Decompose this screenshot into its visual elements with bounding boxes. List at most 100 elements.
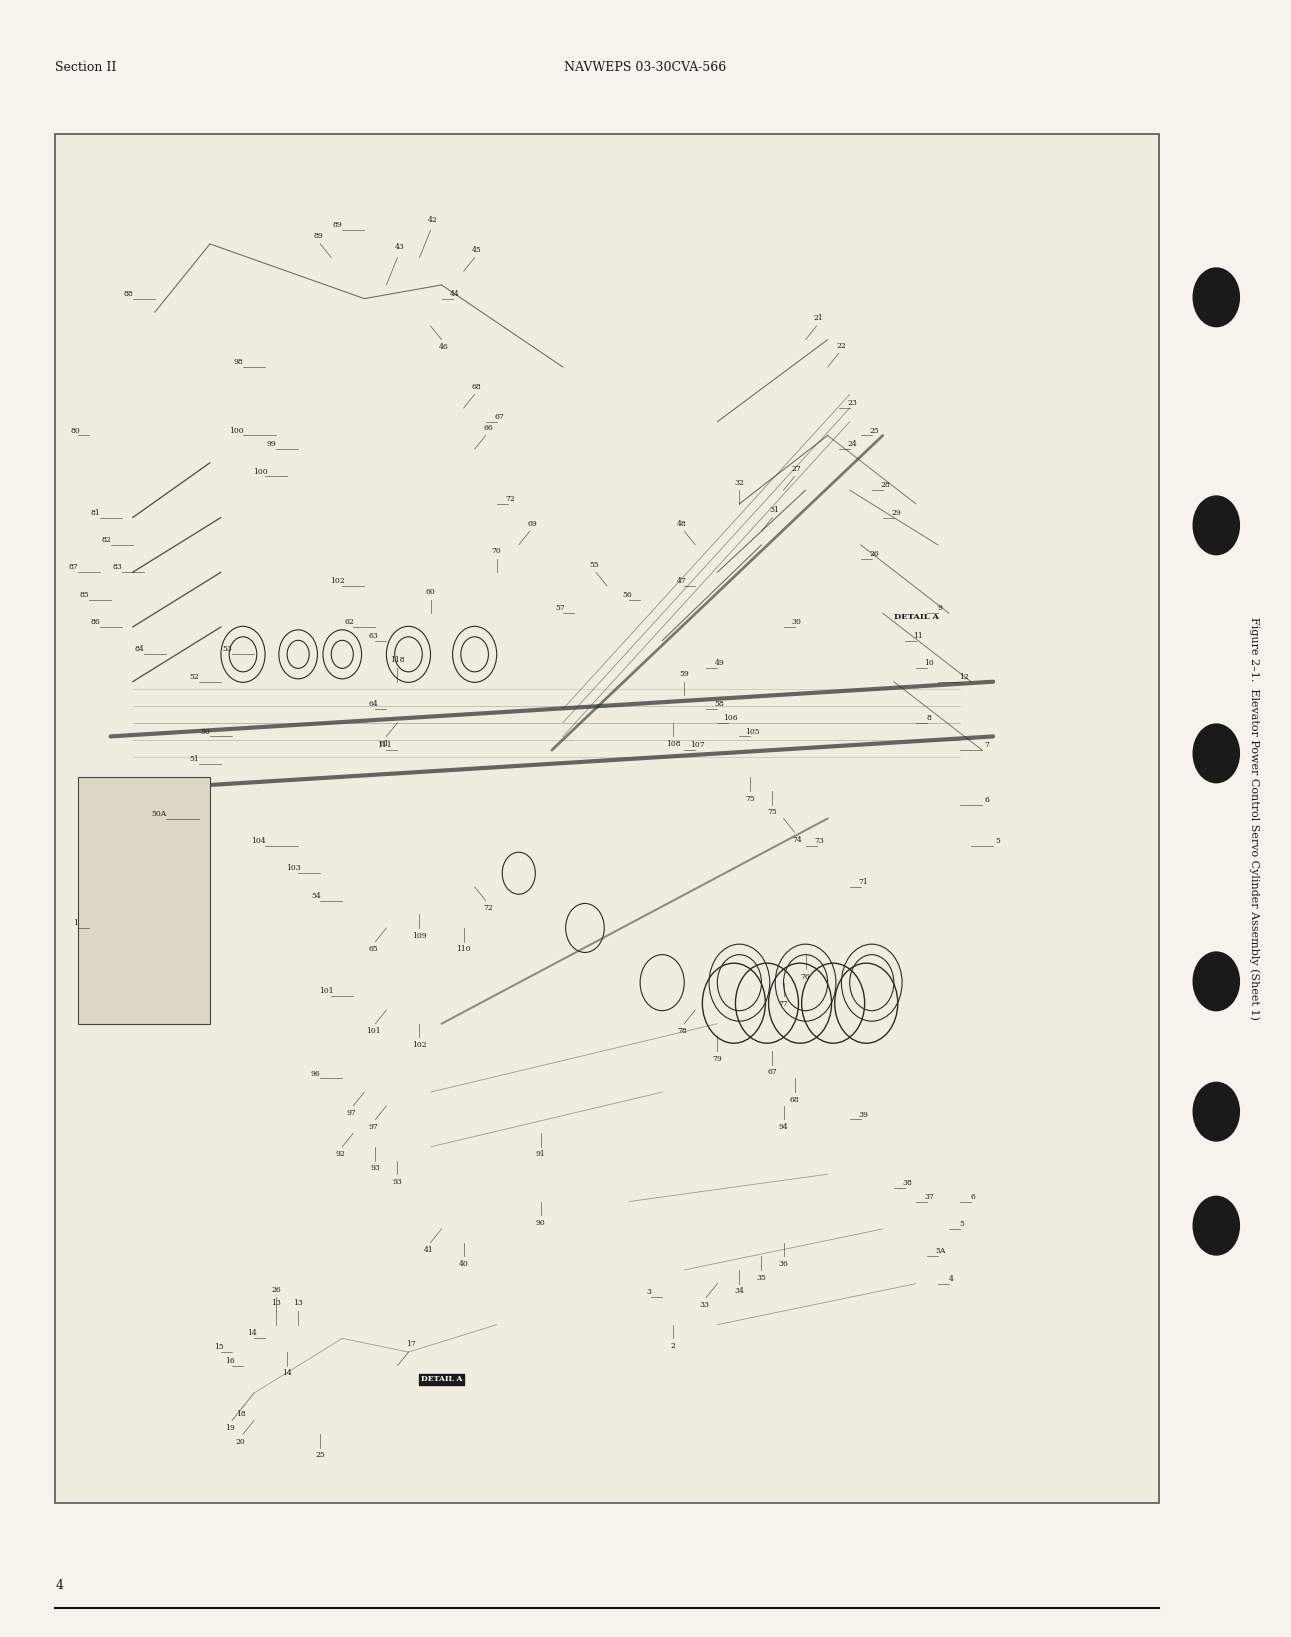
Text: 5: 5 [995, 837, 1001, 845]
Text: 46: 46 [439, 344, 449, 352]
Text: 23: 23 [847, 399, 857, 408]
Text: 35: 35 [757, 1274, 767, 1282]
Text: 48: 48 [678, 519, 687, 527]
Text: 14: 14 [247, 1329, 257, 1337]
Text: 15: 15 [214, 1344, 223, 1351]
Text: 101: 101 [319, 987, 334, 995]
Text: 82: 82 [101, 535, 111, 543]
Text: 66: 66 [483, 424, 493, 432]
Text: 110: 110 [456, 945, 471, 953]
Text: 67: 67 [768, 1069, 777, 1077]
Text: 14: 14 [283, 1370, 292, 1377]
Circle shape [1193, 1082, 1239, 1141]
Text: 36: 36 [778, 1260, 789, 1269]
Text: 69: 69 [527, 519, 537, 527]
Text: 81: 81 [90, 509, 101, 517]
Text: 75: 75 [768, 809, 777, 817]
Text: 65: 65 [368, 945, 378, 953]
Text: 109: 109 [412, 931, 427, 940]
Text: 27: 27 [791, 465, 802, 473]
Text: 60: 60 [426, 588, 435, 596]
Text: 49: 49 [715, 660, 724, 668]
Text: 106: 106 [723, 714, 738, 722]
Text: 12: 12 [959, 673, 970, 681]
Text: 52: 52 [190, 673, 199, 681]
Text: 101: 101 [365, 1028, 381, 1035]
Text: 104: 104 [252, 837, 266, 845]
Text: 53: 53 [222, 645, 232, 653]
Text: 51: 51 [190, 755, 199, 763]
Text: 91: 91 [536, 1151, 546, 1159]
Text: 24: 24 [847, 440, 857, 449]
Text: 28: 28 [880, 481, 889, 489]
Text: 67: 67 [494, 413, 503, 421]
Text: 100: 100 [229, 427, 244, 434]
Text: 107: 107 [691, 742, 705, 750]
Text: 59: 59 [679, 670, 689, 678]
Text: 17: 17 [405, 1341, 416, 1349]
Text: 73: 73 [813, 837, 824, 845]
Text: 39: 39 [859, 1110, 868, 1118]
Text: 99: 99 [267, 440, 276, 449]
Text: NAVWEPS 03-30CVA-566: NAVWEPS 03-30CVA-566 [564, 61, 727, 74]
Text: 80: 80 [71, 427, 80, 434]
Text: 25: 25 [869, 427, 879, 434]
FancyBboxPatch shape [56, 134, 1158, 1503]
Text: 47: 47 [678, 576, 687, 584]
Text: 25: 25 [315, 1452, 325, 1460]
Text: 45: 45 [473, 246, 482, 254]
Text: 42: 42 [427, 216, 438, 224]
Text: 20: 20 [236, 1437, 245, 1445]
Text: 6: 6 [984, 796, 989, 804]
Text: 97: 97 [346, 1110, 356, 1118]
Text: 6: 6 [971, 1193, 976, 1200]
Text: 9: 9 [937, 604, 942, 612]
Text: DETAIL A: DETAIL A [421, 1375, 462, 1383]
Text: 57: 57 [556, 604, 565, 612]
Text: 76: 76 [800, 972, 811, 981]
Text: 96: 96 [311, 1069, 320, 1077]
Text: 97: 97 [368, 1123, 378, 1131]
Text: 55: 55 [589, 560, 599, 568]
Text: 87: 87 [68, 563, 77, 571]
Text: 26: 26 [271, 1285, 281, 1293]
Text: 3: 3 [647, 1288, 652, 1297]
Text: 26: 26 [869, 550, 879, 558]
Text: 84: 84 [134, 645, 145, 653]
Text: 98: 98 [234, 359, 244, 367]
Text: 62: 62 [343, 619, 354, 625]
Text: 44: 44 [451, 290, 460, 298]
Circle shape [1193, 496, 1239, 555]
Text: 71: 71 [859, 877, 868, 886]
Text: 75: 75 [745, 794, 755, 802]
Text: 58: 58 [715, 701, 724, 709]
Text: 78: 78 [678, 1028, 687, 1035]
Text: 1: 1 [72, 918, 77, 927]
Text: 79: 79 [713, 1054, 722, 1062]
Text: 11: 11 [913, 632, 923, 640]
Text: DETAIL A: DETAIL A [893, 614, 939, 622]
Text: 7: 7 [984, 742, 989, 750]
Text: 41: 41 [423, 1246, 434, 1254]
Text: 70: 70 [492, 547, 502, 555]
Text: 16: 16 [225, 1357, 235, 1365]
Text: 90: 90 [536, 1220, 546, 1226]
Text: 29: 29 [891, 509, 901, 517]
Text: 22: 22 [837, 342, 846, 350]
Text: Section II: Section II [56, 61, 117, 74]
Text: 63: 63 [368, 632, 378, 640]
Text: 74: 74 [791, 837, 802, 843]
Text: 50: 50 [200, 727, 210, 735]
Text: 37: 37 [924, 1193, 935, 1200]
Text: 13: 13 [293, 1300, 303, 1308]
Text: 89: 89 [333, 221, 342, 229]
Text: 50A: 50A [151, 810, 167, 817]
Text: 43: 43 [395, 244, 404, 250]
Text: 68: 68 [473, 383, 482, 391]
Text: 102: 102 [330, 576, 345, 584]
Text: 108: 108 [666, 740, 680, 748]
Text: 40: 40 [458, 1260, 469, 1269]
Text: 77: 77 [778, 1000, 789, 1008]
Text: 30: 30 [791, 619, 802, 625]
Text: 38: 38 [902, 1179, 911, 1187]
